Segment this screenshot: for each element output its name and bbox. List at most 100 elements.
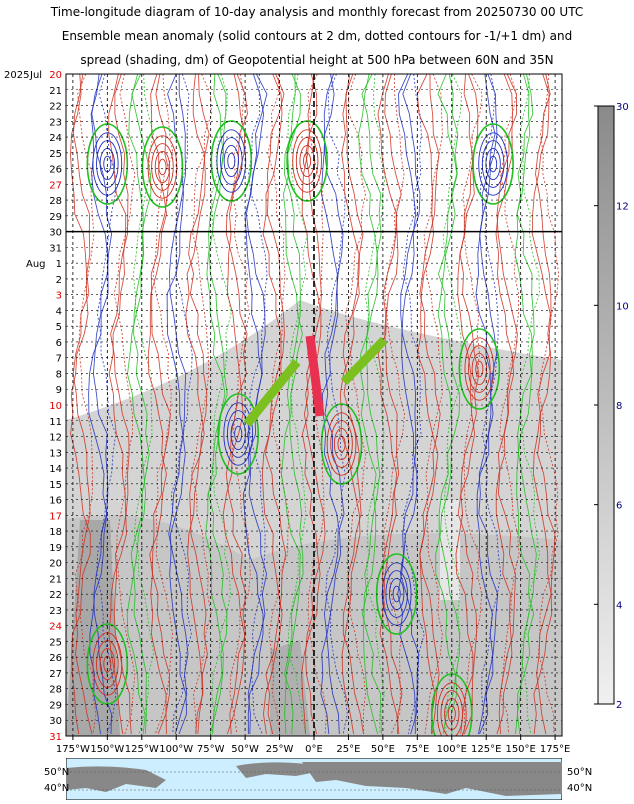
colorbar-ticks: 2 4 6 8 10 12 30 [594,102,629,711]
contour-line-2-1 [91,74,113,735]
contour-line-21-2 [462,74,483,735]
contour-line-25-1 [535,74,556,735]
y-tick-label-25: 14 [49,464,62,475]
contour-line-20-2 [442,74,463,735]
contour-line-21-0 [455,74,476,735]
contour-line-7-1 [188,74,210,735]
contour-line-23-2 [499,74,520,735]
colorbar-tick-label-3: 8 [616,401,622,412]
x-tick-label-14: 175°E [540,744,570,755]
y-tick-label-28: 17 [49,511,62,522]
y-tick-label-42: 31 [49,732,62,743]
anomaly-center-2-12 [223,144,239,178]
red-trough-marker [305,335,325,417]
contour-line-18-1 [399,74,421,735]
y-tick-label-1: 21 [49,86,62,97]
anomaly-center-8-6 [392,585,401,603]
chart-title-line-2: Ensemble mean anomaly (solid contours at… [61,29,573,43]
y-tick-label-7: 27 [49,180,62,191]
y-tick-label-4: 24 [49,133,62,144]
contour-line-19-2 [423,74,443,735]
y-tick-label-36: 25 [49,637,62,648]
contour-line-11-0 [261,74,283,735]
y-tick-label-11: 31 [49,243,62,254]
contour-line-1-2 [74,74,97,735]
x-tick-label-9: 50°E [371,744,395,755]
y-tick-label-21: 10 [49,401,62,412]
y-tick-label-27: 16 [49,496,62,507]
y-tick-label-13: 2 [56,275,62,286]
anomaly-center-1-6 [158,158,167,176]
y-tick-label-35: 24 [49,622,62,633]
contour-line-20-0 [435,74,458,735]
y-tick-label-39: 28 [49,685,62,696]
zero-contour-6 [217,393,260,475]
contour-line-14-1 [323,74,345,735]
y-tick-label-0: 20 [49,70,62,81]
anomaly-center-7-12 [333,427,350,461]
contour-line-2-0 [88,74,109,735]
y-tick-label-38: 27 [49,669,62,680]
y-tick-label-15: 4 [56,306,62,317]
y-tick-label-24: 13 [49,448,62,459]
x-tick-label-0: 175°W [56,744,90,755]
colorbar-tick-label-0: 2 [616,700,622,711]
x-axis-ticks: 175°W 150°W 125°W 100°W 75°W 50°W 25°W 0°E 25°E 5… [56,736,570,755]
contour-line-12-1 [283,74,304,735]
map-lat-label-right-50: 50°N [567,767,593,778]
zero-contour-4 [472,123,514,205]
contour-line-24-1 [516,74,537,735]
x-tick-label-1: 150°W [90,744,124,755]
colorbar-tick-label-2: 6 [616,501,622,512]
contour-line-7-0 [185,74,206,735]
anomaly-center-4-24 [478,132,508,196]
zero-contour-5 [458,328,501,410]
x-tick-label-5: 50°W [231,744,259,755]
contour-line-10-1 [245,74,268,735]
contour-line-11-1 [264,74,287,735]
contour-line-19-1 [419,74,441,735]
contour-line-16-2 [364,74,386,735]
contour-line-16-1 [361,74,382,735]
y-tick-label-6: 26 [49,165,62,176]
contour-line-6-1 [168,74,189,735]
chart-title-line-3: spread (shading, dm) of Geopotential hei… [80,53,554,67]
y-tick-label-40: 29 [49,700,62,711]
contour-line-17-0 [377,74,400,735]
anomaly-center-5-6 [475,360,484,378]
contour-line-16-0 [358,74,379,735]
contour-line-5-0 [147,74,167,735]
x-tick-label-3: 100°W [159,744,193,755]
x-tick-label-2: 125°W [125,744,159,755]
contour-line-13-0 [301,74,322,735]
zero-contour-1 [141,126,184,208]
map-lat-label-left-40: 40°N [44,783,70,794]
contour-line-17-1 [382,74,403,735]
y-month-label-0: Jul [29,70,42,81]
x-tick-label-13: 150°E [505,744,535,755]
anomaly-center-4-6 [489,155,498,173]
green-marker-east [340,336,388,386]
contour-line-22-2 [479,74,502,735]
y-tick-label-3: 23 [49,117,62,128]
green-marker-west [243,359,301,427]
anomaly-center-5-24 [464,337,495,401]
year-label: 2025 [4,70,29,81]
x-tick-label-8: 25°E [336,744,360,755]
x-tick-label-11: 100°E [437,744,467,755]
y-tick-label-14: 3 [56,291,62,302]
y-tick-label-10: 30 [49,228,62,239]
y-tick-label-30: 19 [49,543,62,554]
y-tick-label-29: 18 [49,527,62,538]
map-lat-label-left-50: 50°N [44,767,70,778]
contour-line-5-2 [152,74,174,735]
anomaly-center-6-6 [234,425,243,443]
y-tick-label-17: 6 [56,338,62,349]
contour-line-23-1 [496,74,518,735]
x-tick-label-4: 75°W [197,744,225,755]
y-tick-label-22: 11 [49,417,62,428]
contour-line-1-1 [72,74,93,735]
y-tick-label-2: 22 [49,102,62,113]
colorbar-tick-label-5: 12 [616,202,629,213]
contour-line-22-0 [475,74,496,735]
